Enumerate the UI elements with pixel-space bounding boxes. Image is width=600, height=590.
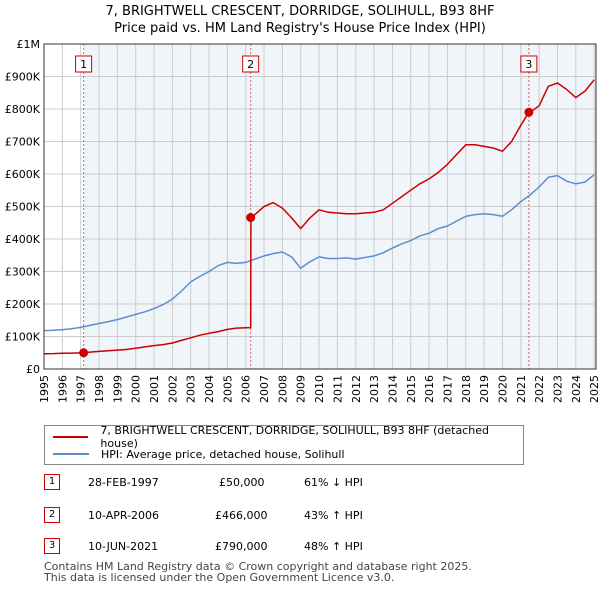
legend-swatch-hpi <box>53 453 89 455</box>
x-tick-label: 2020 <box>496 375 509 403</box>
x-tick-label: 2018 <box>460 375 473 403</box>
y-tick-label: £0 <box>26 363 40 376</box>
chart-title: 7, BRIGHTWELL CRESCENT, DORRIDGE, SOLIHU… <box>105 4 495 19</box>
x-tick-label: 1995 <box>38 375 51 403</box>
price-chart: £0 £100K £200K £300K £400K £500K £600K £700K £80… <box>5 38 600 403</box>
sale-hpi-change: 48% ↑ HPI <box>304 540 363 553</box>
x-tick-label: 2019 <box>478 375 491 403</box>
sale-marker-badge: 3 <box>44 538 60 554</box>
sale-date: 10-JUN-2021 <box>88 540 159 553</box>
footer-copyright: Contains HM Land Registry data © Crown c… <box>44 560 472 573</box>
y-tick-label: £600K <box>5 168 41 181</box>
property-series-line <box>43 79 595 355</box>
sale-price: £50,000 <box>219 476 265 489</box>
sale-price: £790,000 <box>215 540 268 553</box>
sale-number-box <box>75 55 93 73</box>
sale-marker-badge: 2 <box>44 507 60 523</box>
x-tick-label: 2006 <box>240 375 253 403</box>
legend-label-property: 7, BRIGHTWELL CRESCENT, DORRIDGE, SOLIHU… <box>100 424 489 450</box>
footer-licence: This data is licensed under the Open Gov… <box>44 571 395 584</box>
y-tick-label: £100K <box>5 331 41 344</box>
x-tick-label: 2016 <box>423 375 436 403</box>
x-tick-label: 2003 <box>185 375 198 403</box>
y-tick-label: £200K <box>5 298 41 311</box>
x-tick-label: 2014 <box>386 375 399 403</box>
sale-hpi-change: 43% ↑ HPI <box>304 509 363 522</box>
x-tick-label: 2021 <box>515 375 528 403</box>
x-tick-label: 2010 <box>313 375 326 403</box>
y-tick-label: £300K <box>5 266 41 279</box>
x-tick-label: 1999 <box>111 375 124 403</box>
x-tick-label: 2009 <box>295 375 308 403</box>
x-tick-label: 2015 <box>405 375 418 403</box>
y-tick-label: £1M <box>17 38 41 51</box>
y-tick-label: £800K <box>5 103 41 116</box>
sale-number-label: 3 <box>525 58 532 71</box>
legend-label-hpi: HPI: Average price, detached house, Soli… <box>101 447 345 461</box>
y-tick-label: £700K <box>5 136 41 149</box>
sale-number-box <box>520 55 538 73</box>
x-tick-label: 2025 <box>588 375 600 403</box>
y-tick-label: £500K <box>5 201 41 214</box>
sale-point <box>246 213 256 223</box>
x-tick-label: 2022 <box>533 375 546 403</box>
sale-number-label: 1 <box>80 58 87 71</box>
chart-subtitle: Price paid vs. HM Land Registry's House … <box>114 21 486 36</box>
x-tick-label: 2007 <box>258 375 271 403</box>
y-tick-label: £400K <box>5 233 41 246</box>
x-tick-label: 2005 <box>221 375 234 403</box>
x-tick-label: 2023 <box>551 375 564 403</box>
sale-date: 28-FEB-1997 <box>88 476 159 489</box>
x-tick-label: 2002 <box>166 375 179 403</box>
legend-item-property: 7, BRIGHTWELL CRESCENT, DORRIDGE, SOLIHU… <box>53 424 523 450</box>
x-tick-label: 1996 <box>56 375 69 403</box>
sale-marker-badge: 1 <box>44 474 60 490</box>
x-tick-label: 1997 <box>75 375 88 403</box>
x-tick-label: 2008 <box>276 375 289 403</box>
x-tick-label: 2012 <box>350 375 363 403</box>
hpi-series-line <box>43 174 595 332</box>
sale-price: £466,000 <box>215 509 268 522</box>
x-tick-label: 2004 <box>203 375 216 403</box>
sale-number-label: 2 <box>247 58 254 71</box>
sale-point <box>79 348 89 358</box>
footer: Contains HM Land Registry data © Crown c… <box>44 561 472 583</box>
sale-hpi-change: 61% ↓ HPI <box>304 476 363 489</box>
x-tick-label: 2024 <box>570 375 583 403</box>
x-tick-label: 2000 <box>130 375 143 403</box>
sale-row: 1 28-FEB-1997 £50,000 61% ↓ HPI <box>44 474 584 492</box>
legend-item-hpi: HPI: Average price, detached house, Soli… <box>53 446 345 462</box>
chart-legend: 7, BRIGHTWELL CRESCENT, DORRIDGE, SOLIHU… <box>44 424 524 465</box>
sale-row: 3 10-JUN-2021 £790,000 48% ↑ HPI <box>44 538 584 556</box>
sale-point <box>524 107 534 117</box>
legend-swatch-property <box>53 436 89 438</box>
x-tick-label: 2017 <box>441 375 454 403</box>
x-tick-label: 2011 <box>331 375 344 403</box>
sale-date: 10-APR-2006 <box>88 509 160 522</box>
x-tick-label: 2013 <box>368 375 381 403</box>
sale-row: 2 10-APR-2006 £466,000 43% ↑ HPI <box>44 507 584 525</box>
x-tick-label: 1998 <box>93 375 106 403</box>
plot-frame <box>43 43 597 370</box>
x-tick-label: 2001 <box>148 375 161 403</box>
y-tick-label: £900K <box>5 71 41 84</box>
sale-number-box <box>242 55 260 73</box>
